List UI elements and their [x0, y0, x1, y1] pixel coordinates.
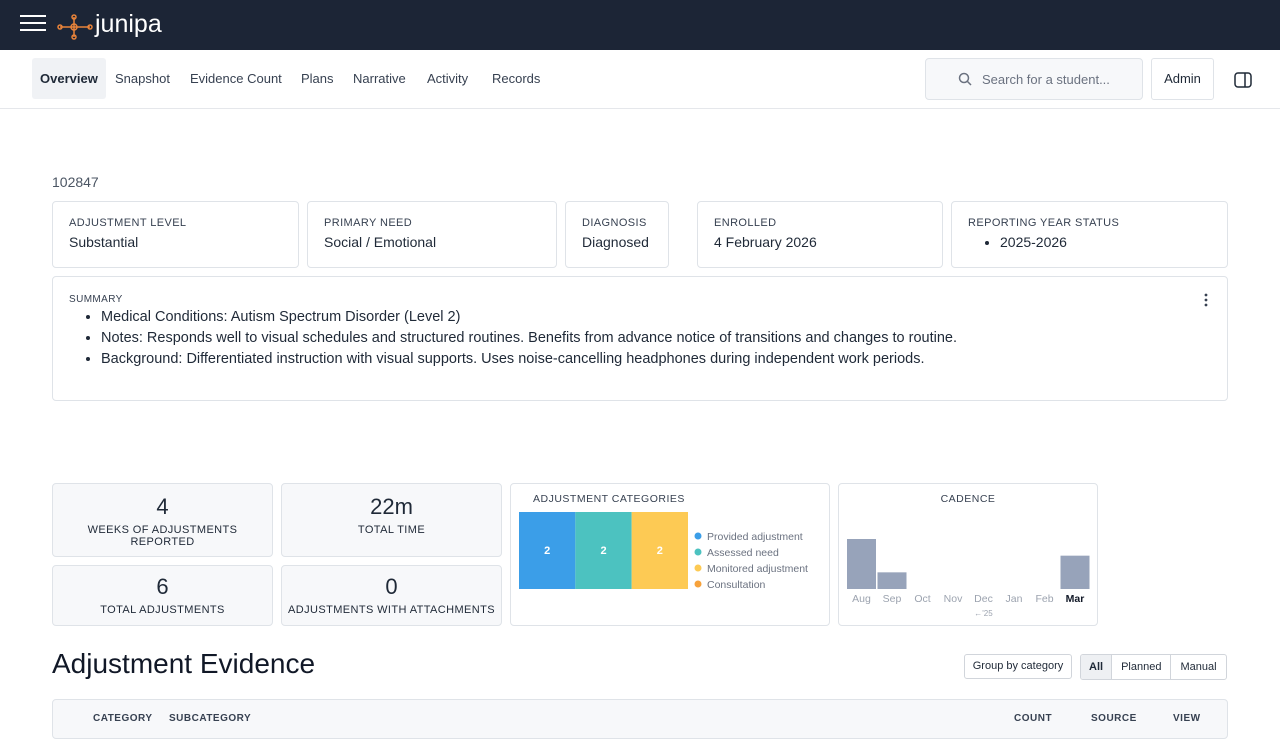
nav-tab[interactable]: Snapshot	[115, 71, 170, 86]
info-card: REPORTING YEAR STATUS 2025-2026	[951, 201, 1228, 268]
nav-tab[interactable]: Records	[492, 71, 541, 86]
column-header: SOURCE	[1091, 713, 1137, 724]
info-value: Diagnosed	[582, 234, 649, 250]
month-label: Mar	[1066, 593, 1085, 605]
info-card: ENROLLED 4 February 2026	[697, 201, 943, 268]
stat-card: 0 ADJUSTMENTS WITH ATTACHMENTS	[281, 565, 502, 626]
info-label: PRIMARY NEED	[324, 217, 413, 229]
search-placeholder: Search for a student...	[982, 72, 1110, 87]
info-label: REPORTING YEAR STATUS	[968, 217, 1120, 229]
student-id: 102847	[52, 174, 99, 190]
search-box[interactable]: Search for a student...	[925, 58, 1143, 100]
month-label: Aug	[852, 593, 871, 605]
stat-label: TOTAL ADJUSTMENTS	[100, 604, 225, 616]
stat-value: 22m	[370, 494, 413, 519]
summary-item: Medical Conditions: Autism Spectrum Diso…	[101, 307, 1211, 328]
cadence-card: CADENCE Aug Sep Oct Nov Dec ←'25 Jan Feb Mar	[838, 483, 1098, 626]
legend-label: Provided adjustment	[707, 531, 803, 543]
info-card: DIAGNOSIS Diagnosed	[565, 201, 669, 268]
info-item: 2025-2026	[1000, 232, 1211, 253]
cadence-bar	[847, 539, 876, 589]
stat-card: 6 TOTAL ADJUSTMENTS	[52, 565, 273, 626]
legend-label: Assessed need	[707, 547, 779, 559]
month-label: Oct	[914, 593, 930, 605]
info-label: ADJUSTMENT LEVEL	[69, 217, 187, 229]
nav-tab[interactable]: Overview	[32, 58, 106, 99]
nav-tab[interactable]: Narrative	[353, 71, 406, 86]
evidence-title: Adjustment Evidence	[52, 648, 316, 679]
month-label: Dec	[974, 593, 993, 605]
legend-dot	[694, 564, 702, 572]
filter-button[interactable]: All	[1081, 655, 1112, 679]
category-segment	[575, 512, 632, 589]
summary-label: SUMMARY	[69, 294, 123, 305]
nav-tab[interactable]: Activity	[427, 71, 469, 86]
column-header: CATEGORY	[93, 713, 153, 724]
nav-tab[interactable]: Plans	[301, 71, 334, 86]
cadence-bar	[1060, 555, 1090, 589]
stat-card: 4 WEEKS OF ADJUSTMENTS REPORTED	[52, 483, 273, 557]
search-icon	[958, 72, 972, 86]
info-card: PRIMARY NEED Social / Emotional	[307, 201, 557, 268]
month-label: Sep	[883, 593, 902, 605]
column-header: VIEW	[1173, 713, 1201, 724]
stat-label: ADJUSTMENTS WITH ATTACHMENTS	[288, 604, 495, 616]
evidence-table: CATEGORY SUBCATEGORY COUNT SOURCE VIEW	[52, 699, 1228, 739]
categories-chart: ADJUSTMENT CATEGORIES 2 Provided adjustmen…	[519, 493, 808, 591]
stat-value: 0	[385, 574, 398, 599]
brand[interactable]: junipa	[95, 10, 162, 38]
summary-item: Notes: Responds well to visual schedules…	[101, 328, 1211, 349]
chart-title: ADJUSTMENT CATEGORIES	[533, 493, 685, 505]
categories-card: ADJUSTMENT CATEGORIES 2 Provided adjustmen…	[510, 483, 830, 626]
stat-value: 4	[156, 494, 169, 519]
legend-dot	[694, 548, 702, 556]
stat-value: 6	[156, 574, 169, 599]
segment-label: 2	[657, 545, 663, 557]
group-button[interactable]: Group by category	[964, 654, 1072, 679]
logo-icon	[57, 14, 93, 40]
month-label: Feb	[1035, 593, 1053, 605]
more-icon[interactable]	[1203, 293, 1209, 307]
legend-label: Consultation	[707, 579, 766, 591]
info-list: 2025-2026	[968, 232, 1211, 253]
summary-card: SUMMARY Medical Conditions: Autism Spect…	[52, 276, 1228, 401]
menu-icon[interactable]	[20, 14, 46, 34]
filter-button[interactable]: Planned	[1111, 655, 1170, 679]
info-label: ENROLLED	[714, 217, 777, 229]
filter-group: All Planned Manual	[1080, 654, 1227, 680]
stat-label: WEEKS OF ADJUSTMENTS REPORTED	[87, 524, 238, 548]
summary-list: Medical Conditions: Autism Spectrum Diso…	[69, 307, 1211, 370]
legend-dot	[694, 580, 702, 588]
nav-bar: Overview Snapshot Evidence Count Plans Narra…	[0, 50, 1280, 109]
info-label: DIAGNOSIS	[582, 217, 647, 229]
year-marker: ←'25	[974, 609, 993, 618]
page: junipa Overview Snapshot Evidence Count Pla…	[0, 0, 1280, 720]
admin-button[interactable]: Admin	[1151, 58, 1214, 100]
category-segment	[519, 512, 576, 589]
nav-tab[interactable]: Evidence Count	[190, 71, 282, 86]
info-value: Social / Emotional	[324, 234, 437, 250]
cadence-bar	[877, 572, 907, 589]
legend-dot	[694, 532, 702, 540]
chart-title: CADENCE	[941, 493, 996, 505]
segment-label: 2	[600, 545, 606, 557]
filter-button[interactable]: Manual	[1170, 655, 1225, 679]
stat-label: TOTAL TIME	[357, 524, 426, 536]
info-card: ADJUSTMENT LEVEL Substantial	[52, 201, 299, 268]
legend-label: Monitored adjustment	[707, 563, 808, 575]
stat-card: 22m TOTAL TIME	[281, 483, 502, 557]
info-value: 4 February 2026	[714, 234, 817, 250]
summary-item: Background: Differentiated instruction w…	[101, 349, 1211, 370]
month-label: Nov	[944, 593, 963, 605]
month-label: Jan	[1006, 593, 1023, 605]
segment-label: 2	[544, 545, 550, 557]
info-value: Substantial	[69, 234, 139, 250]
top-bar: junipa	[0, 0, 1280, 50]
category-segment	[631, 512, 688, 589]
cadence-chart: CADENCE Aug Sep Oct Nov Dec ←'25 Jan Feb Mar	[847, 493, 1090, 618]
panel-icon[interactable]	[1234, 72, 1252, 88]
column-header: SUBCATEGORY	[169, 713, 252, 724]
column-header: COUNT	[1014, 713, 1053, 724]
